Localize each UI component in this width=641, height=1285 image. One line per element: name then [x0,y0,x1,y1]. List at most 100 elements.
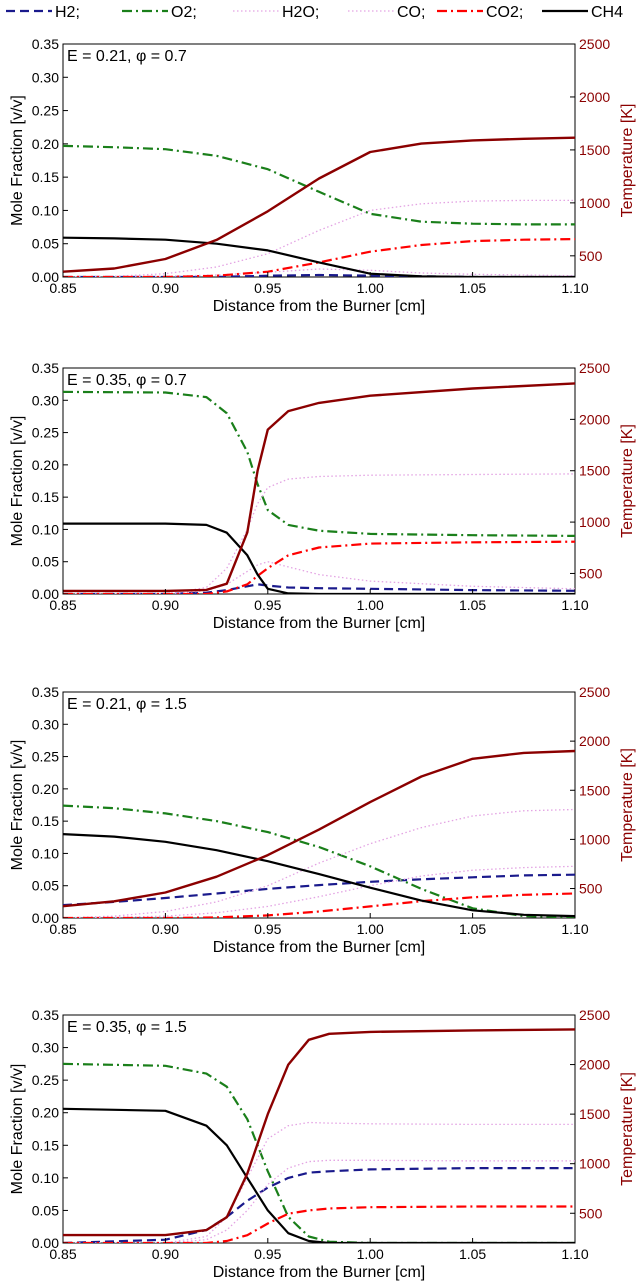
y-tick-label: 0.30 [32,69,59,85]
y-tick-label: 0.20 [32,457,59,473]
series-co2-line [63,1205,575,1243]
y2-tick-label: 1000 [579,195,610,211]
y-tick-label: 0.20 [32,136,59,152]
series-co-line [63,865,575,918]
y-axis-label: Mole Fraction [v/v] [9,740,26,871]
y-tick-label: 0.00 [32,269,59,285]
y-tick-label: 0.05 [32,236,59,252]
y-tick-label: 0.10 [32,1170,59,1186]
series-ch4-line [63,1107,575,1243]
y2-tick-label: 2500 [579,684,610,700]
x-tick-label: 1.00 [357,280,384,296]
plot-frame [62,43,576,278]
plot-frame [62,691,576,919]
series-ch4-line [63,236,575,277]
y2-tick-label: 1000 [579,1156,610,1172]
series-h2o-line [63,808,575,918]
x-tick-label: 0.95 [254,597,281,613]
x-tick-label: 1.10 [561,280,588,296]
legend-label-4: CO2; [486,4,523,21]
x-tick-label: 1.05 [459,921,486,937]
x-tick-label: 1.00 [357,921,384,937]
x-tick-label: 0.85 [49,597,76,613]
series-group [63,1028,575,1243]
y-tick-label: 0.25 [32,1072,59,1088]
series-h2-line [63,583,575,594]
series-co-line [63,1159,575,1243]
y2-tick-label: 2000 [579,411,610,427]
panel-title: E = 0.35, φ = 0.7 [67,372,187,389]
x-tick-label: 1.00 [357,597,384,613]
legend-label-3: CO; [397,4,425,21]
y2-tick-label: 1500 [579,782,610,798]
y-tick-label: 0.35 [32,1007,59,1023]
x-axis-label: Distance from the Burner [cm] [213,939,426,956]
x-axis-label: Distance from the Burner [cm] [213,615,426,632]
y2-axis-label: Temperature [K] [619,104,636,218]
series-h2o-line [63,473,575,594]
y-tick-label: 0.05 [32,1202,59,1218]
y-tick-label: 0.00 [32,586,59,602]
legend-label-1: O2; [171,4,197,21]
y2-tick-label: 2000 [579,1057,610,1073]
y-tick-label: 0.10 [32,521,59,537]
y-tick-label: 0.30 [32,1040,59,1056]
x-tick-label: 1.05 [459,280,486,296]
series-temperature-line [63,382,575,593]
x-tick-label: 1.05 [459,597,486,613]
y-tick-label: 0.20 [32,1105,59,1121]
y-tick-label: 0.25 [32,749,59,765]
legend: H2; O2; H2O; CO; CO2; CH4 [6,4,623,21]
x-tick-label: 0.90 [152,921,179,937]
x-tick-label: 0.85 [49,921,76,937]
x-tick-label: 0.95 [254,921,281,937]
series-group [63,136,575,277]
series-h2o-line [63,199,575,277]
y2-tick-label: 1000 [579,831,610,847]
panel-title: E = 0.35, φ = 1.5 [67,1019,187,1036]
y2-axis-label: Temperature [K] [619,1072,636,1186]
y2-tick-label: 2500 [579,1007,610,1023]
y-tick-label: 0.15 [32,1137,59,1153]
series-co2-line [63,540,575,594]
y-tick-label: 0.15 [32,489,59,505]
x-tick-label: 0.90 [152,1246,179,1262]
series-temperature-line [63,136,575,273]
y2-axis-label: Temperature [K] [619,424,636,538]
y-tick-label: 0.30 [32,392,59,408]
series-co2-line [63,892,575,918]
y2-tick-label: 2000 [579,733,610,749]
y2-tick-label: 2000 [579,89,610,105]
y2-tick-label: 500 [579,565,603,581]
y-tick-label: 0.10 [32,845,59,861]
series-o2-line [63,1062,575,1243]
x-tick-label: 0.95 [254,1246,281,1262]
y-axis-label: Mole Fraction [v/v] [9,95,26,226]
chart-4: 0.85 0.90 0.95 1.00 1.05 1.10 0.00 0.05 0.10 0.15… [9,1007,636,1281]
y2-tick-label: 1500 [579,463,610,479]
series-ch4-line [63,522,575,594]
x-tick-label: 0.95 [254,280,281,296]
legend-label-5: CH4 [591,4,623,21]
y2-tick-label: 2500 [579,36,610,52]
series-h2-line [63,873,575,907]
y-tick-label: 0.30 [32,716,59,732]
y-tick-label: 0.35 [32,684,59,700]
panel-title: E = 0.21, φ = 0.7 [67,48,187,65]
legend-label-2: H2O; [282,4,319,21]
panel-title: E = 0.21, φ = 1.5 [67,696,187,713]
y2-tick-label: 1500 [579,1106,610,1122]
x-tick-label: 0.90 [152,280,179,296]
y-tick-label: 0.05 [32,554,59,570]
series-group [63,382,575,594]
y-tick-label: 0.20 [32,781,59,797]
y-tick-label: 0.25 [32,103,59,119]
y-tick-label: 0.35 [32,36,59,52]
y-tick-label: 0.25 [32,425,59,441]
series-ch4-line [63,833,575,918]
y2-tick-label: 500 [579,881,603,897]
x-tick-label: 1.05 [459,1246,486,1262]
legend-label-0: H2; [55,4,80,21]
y-tick-label: 0.15 [32,813,59,829]
